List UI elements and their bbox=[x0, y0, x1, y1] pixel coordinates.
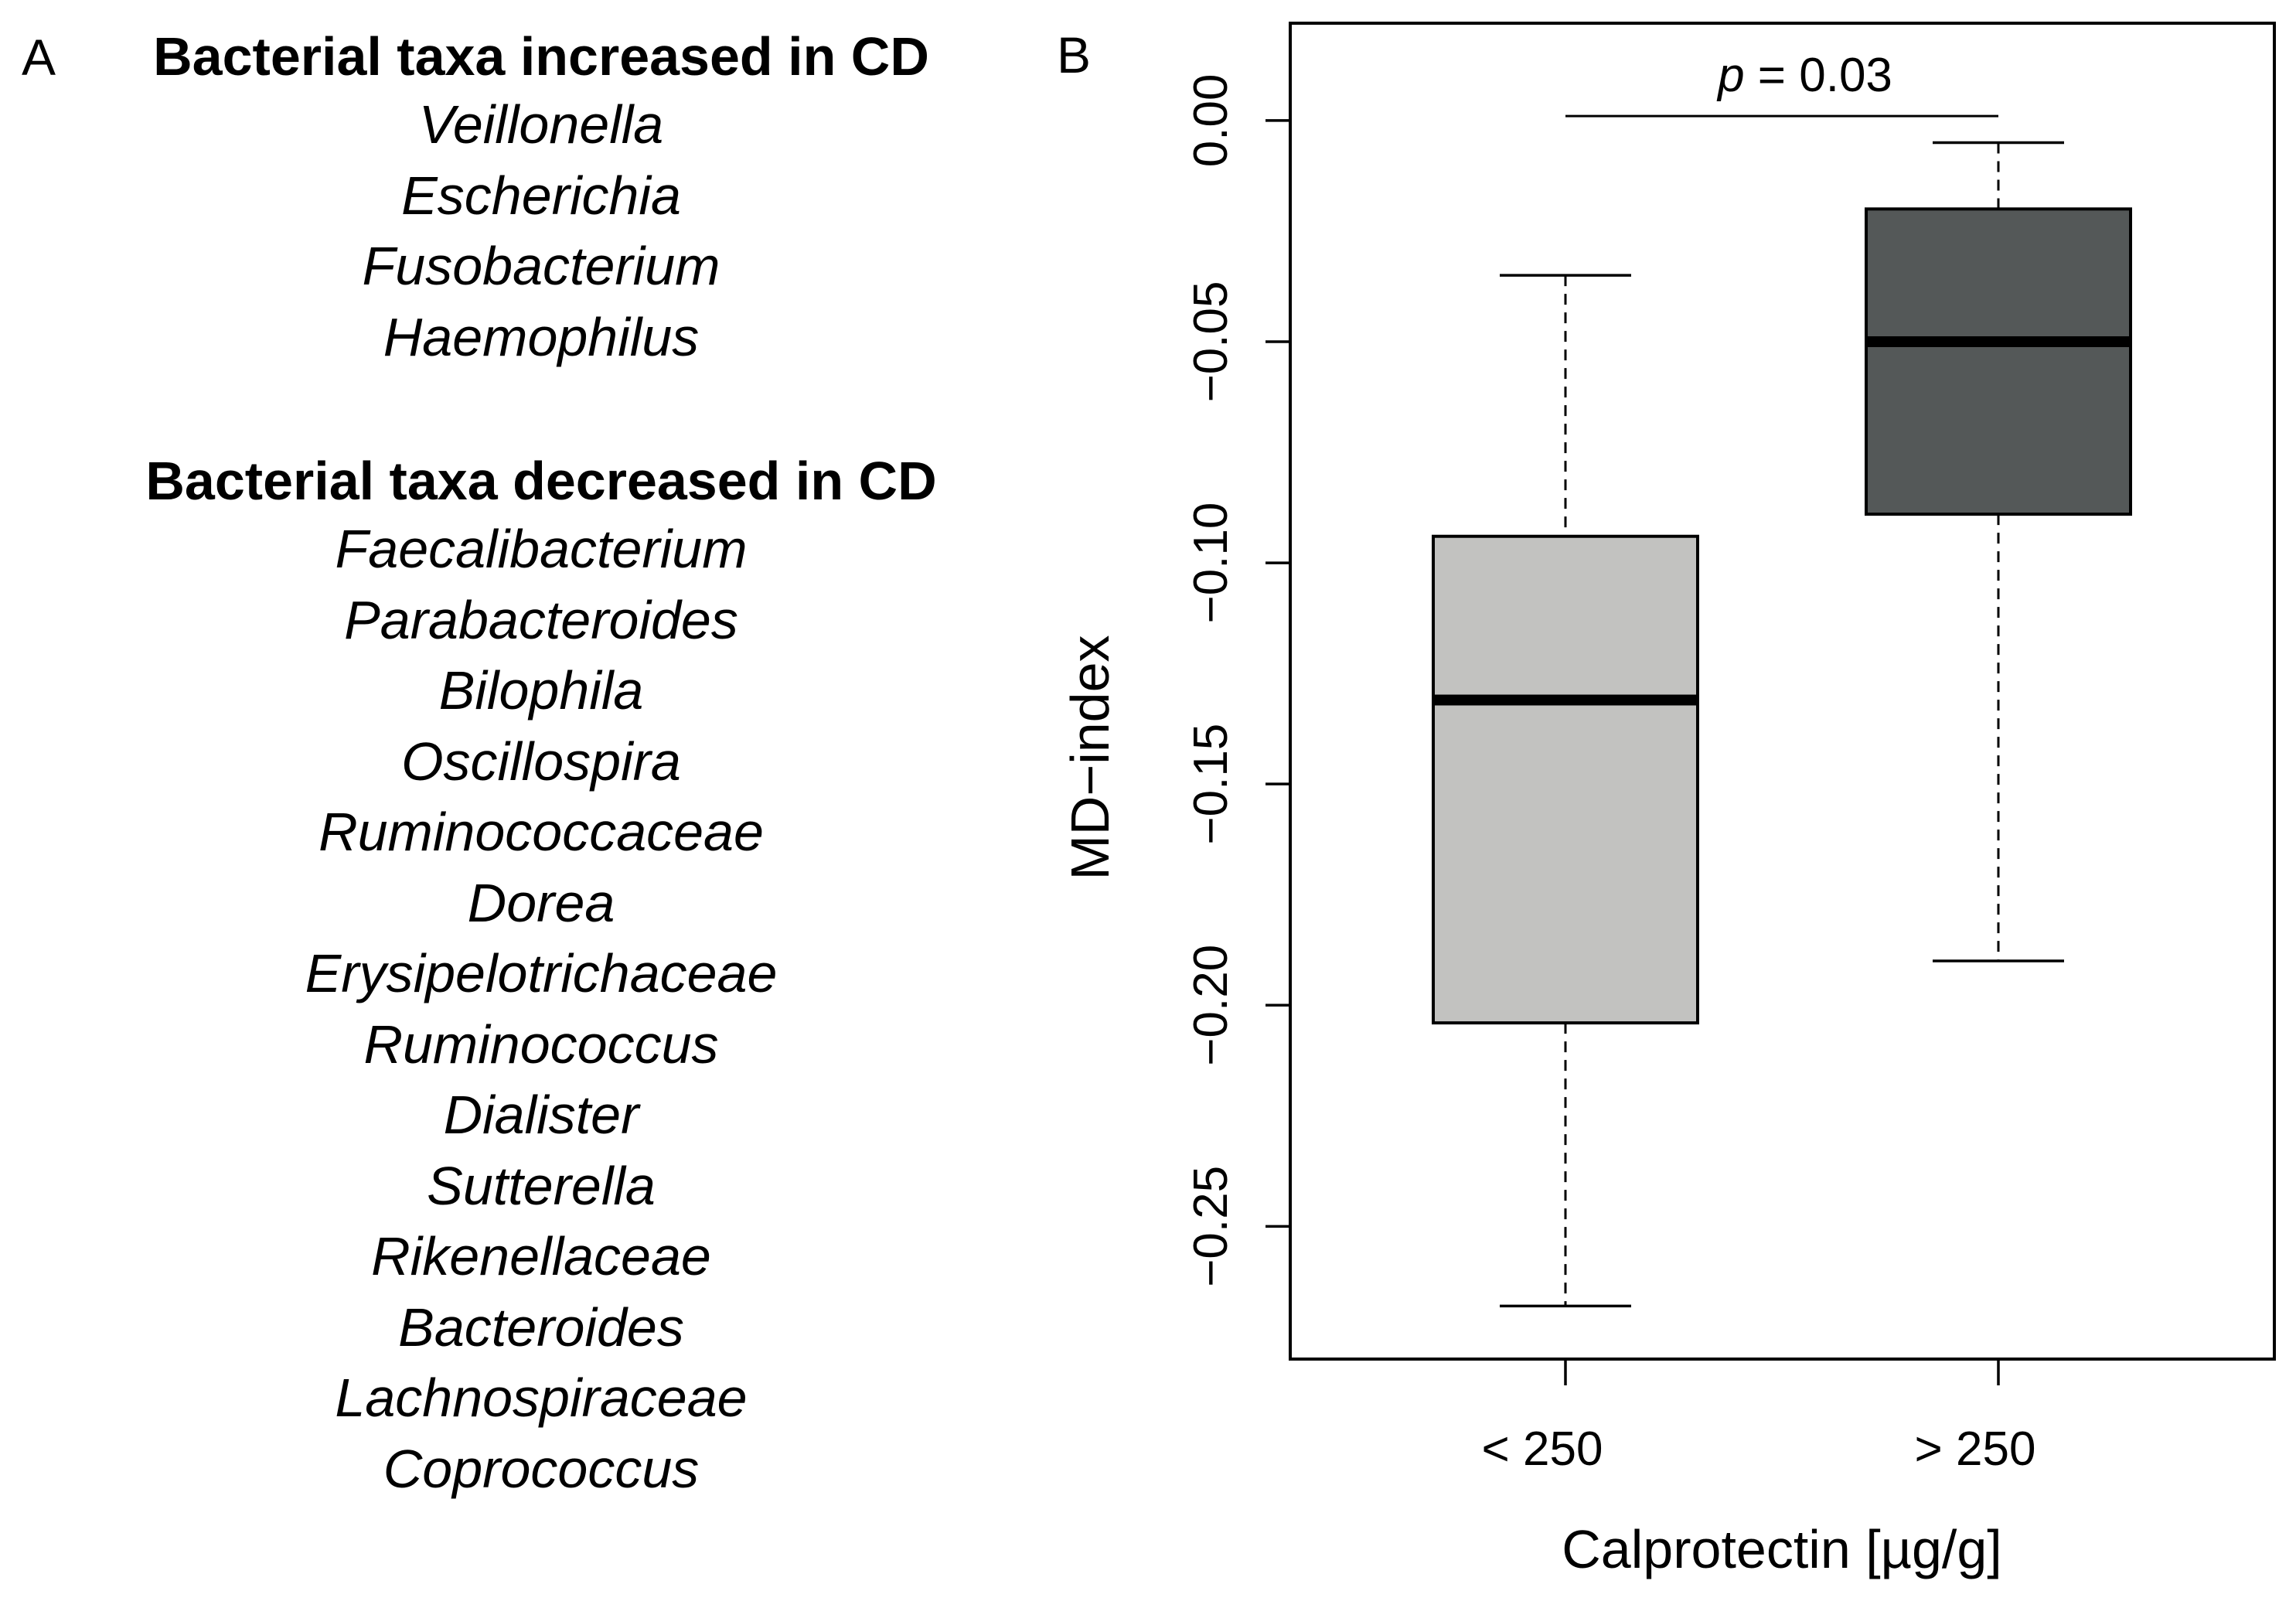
decreased_taxa-item: Ruminococcaceae bbox=[319, 802, 764, 862]
decreased_taxa-item: Dialister bbox=[443, 1085, 639, 1145]
increased-taxa-list: Veillonella Escherichia Fusobacterium Haemo… bbox=[0, 90, 1082, 373]
increased_taxa-item: Haemophilus bbox=[383, 306, 700, 367]
decreased_taxa-item: Parabacteroides bbox=[344, 589, 738, 650]
y-tick-label: −0.20 bbox=[1184, 945, 1238, 1066]
increased_taxa-item: Veillonella bbox=[418, 94, 664, 155]
decreased_taxa-item: Bilophila bbox=[438, 660, 644, 721]
y-tick-label: −0.05 bbox=[1184, 281, 1238, 403]
x-axis: < 250 > 250 bbox=[1482, 1359, 2036, 1476]
decreased_taxa-item: Coprococcus bbox=[383, 1438, 700, 1499]
decreased-taxa-heading: Bacterial taxa decreased in CD bbox=[145, 451, 937, 511]
panel-a-label: A bbox=[22, 29, 56, 86]
decreased_taxa-item: Rikenellaceae bbox=[371, 1226, 711, 1286]
x-tick-label: > 250 bbox=[1915, 1422, 2036, 1476]
iqr-box bbox=[1432, 534, 1699, 1025]
y-axis-title: MD−index bbox=[1060, 635, 1120, 880]
decreased_taxa-item: Bacteroides bbox=[398, 1296, 684, 1358]
y-tick-label: 0.00 bbox=[1184, 74, 1238, 168]
x-axis-title: Calprotectin [µg/g] bbox=[1562, 1519, 2002, 1579]
increased_taxa-item: Escherichia bbox=[401, 165, 681, 226]
increased_taxa-item: Fusobacterium bbox=[362, 236, 720, 296]
decreased_taxa-item: Faecalibacterium bbox=[335, 519, 748, 579]
decreased_taxa-item: Sutterella bbox=[427, 1155, 656, 1216]
x-tick-label: < 250 bbox=[1482, 1422, 1603, 1476]
y-tick-label: −0.25 bbox=[1184, 1166, 1238, 1287]
box-group bbox=[1865, 141, 2132, 962]
increased-taxa-heading: Bacterial taxa increased in CD bbox=[153, 26, 929, 87]
panel-a: A Bacterial taxa increased in CD Veillon… bbox=[0, 0, 1067, 1608]
panel-b-label: B bbox=[1057, 26, 1091, 83]
decreased-taxa-list: Faecalibacterium Parabacteroides Bilophila… bbox=[0, 514, 1082, 1504]
decreased_taxa-item: Oscillospira bbox=[401, 731, 681, 792]
y-axis: 0.00 −0.05 −0.10 −0.15 −0.20 −0.25 bbox=[1184, 74, 1290, 1287]
box-group bbox=[1432, 274, 1699, 1308]
decreased_taxa-item: Lachnospiraceae bbox=[335, 1368, 748, 1428]
boxes-layer bbox=[1432, 141, 2132, 1308]
decreased_taxa-item: Erysipelotrichaceae bbox=[305, 943, 778, 1003]
y-tick-label: −0.15 bbox=[1184, 724, 1238, 845]
decreased_taxa-item: Ruminococcus bbox=[363, 1014, 719, 1075]
iqr-box bbox=[1865, 207, 2132, 516]
p-value-label: p = 0.03 bbox=[1716, 49, 1892, 102]
significance-annotation: p = 0.03 bbox=[1565, 49, 1998, 118]
decreased_taxa-item: Dorea bbox=[467, 872, 615, 933]
plot-frame bbox=[1289, 22, 2276, 1361]
y-tick-label: −0.10 bbox=[1184, 502, 1238, 624]
